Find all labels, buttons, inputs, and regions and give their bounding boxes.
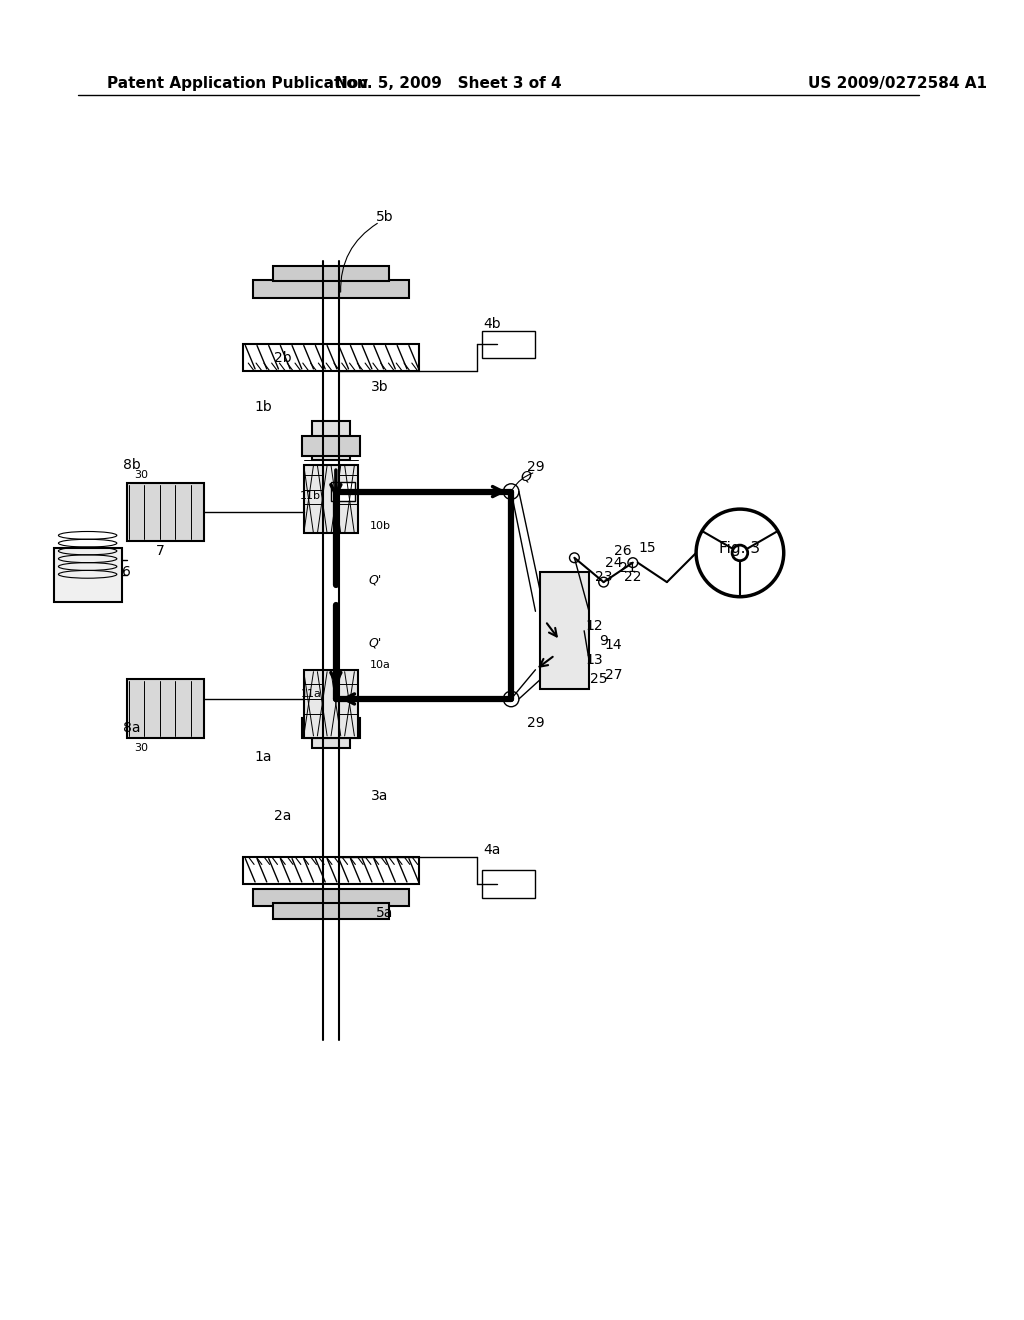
Bar bbox=[541, 573, 589, 689]
Text: 10b: 10b bbox=[370, 520, 391, 531]
Bar bbox=[127, 483, 205, 541]
Text: 3a: 3a bbox=[371, 789, 388, 804]
Bar bbox=[302, 718, 360, 738]
Text: 1b: 1b bbox=[254, 400, 271, 414]
Text: Q': Q' bbox=[369, 638, 382, 649]
Text: Patent Application Publication: Patent Application Publication bbox=[108, 77, 368, 91]
Text: 11b: 11b bbox=[300, 491, 322, 502]
Bar bbox=[244, 343, 419, 371]
Bar bbox=[272, 903, 389, 919]
Text: 8a: 8a bbox=[123, 721, 140, 735]
Text: 5b: 5b bbox=[376, 210, 393, 224]
Text: 27: 27 bbox=[604, 668, 623, 681]
Bar bbox=[53, 548, 122, 602]
Bar bbox=[304, 465, 358, 533]
Text: 21: 21 bbox=[620, 561, 637, 574]
Bar bbox=[253, 888, 409, 907]
Text: 13: 13 bbox=[585, 653, 603, 667]
Text: Fig. 3: Fig. 3 bbox=[719, 540, 761, 556]
Bar bbox=[244, 857, 419, 884]
Bar bbox=[482, 870, 536, 898]
Text: 9: 9 bbox=[599, 634, 608, 648]
Text: 11a: 11a bbox=[300, 689, 322, 700]
Bar bbox=[311, 709, 350, 747]
Text: 12: 12 bbox=[585, 619, 603, 632]
Text: 15: 15 bbox=[639, 541, 656, 554]
Bar bbox=[304, 669, 358, 738]
Text: 29: 29 bbox=[526, 717, 545, 730]
Text: US 2009/0272584 A1: US 2009/0272584 A1 bbox=[808, 77, 987, 91]
Text: 4a: 4a bbox=[483, 843, 501, 857]
Text: 24: 24 bbox=[604, 556, 623, 570]
Bar bbox=[482, 331, 536, 358]
Text: 4b: 4b bbox=[483, 317, 501, 331]
Text: 7: 7 bbox=[157, 544, 165, 558]
Text: 22: 22 bbox=[624, 570, 642, 585]
Circle shape bbox=[732, 545, 748, 561]
Bar bbox=[253, 280, 409, 298]
Circle shape bbox=[504, 484, 519, 499]
Text: 29: 29 bbox=[526, 461, 545, 474]
Circle shape bbox=[569, 553, 580, 562]
Text: 5a: 5a bbox=[376, 906, 393, 920]
Text: 6: 6 bbox=[122, 565, 131, 579]
Text: Q': Q' bbox=[369, 574, 382, 586]
Circle shape bbox=[504, 692, 519, 706]
Bar bbox=[127, 680, 205, 738]
Bar bbox=[302, 436, 360, 455]
Text: 2b: 2b bbox=[273, 351, 291, 366]
Text: Q: Q bbox=[520, 470, 531, 484]
Text: 14: 14 bbox=[604, 639, 623, 652]
Text: 10a: 10a bbox=[370, 660, 391, 669]
Circle shape bbox=[599, 577, 608, 587]
Text: 8b: 8b bbox=[123, 458, 140, 473]
Text: 25: 25 bbox=[590, 672, 607, 686]
Text: 2a: 2a bbox=[273, 809, 291, 822]
Circle shape bbox=[628, 558, 638, 568]
Text: 30: 30 bbox=[134, 470, 148, 480]
Text: Nov. 5, 2009   Sheet 3 of 4: Nov. 5, 2009 Sheet 3 of 4 bbox=[335, 77, 561, 91]
Text: 30: 30 bbox=[134, 743, 148, 752]
Text: 3b: 3b bbox=[371, 380, 388, 395]
Text: 26: 26 bbox=[614, 544, 632, 558]
Text: 1a: 1a bbox=[254, 750, 271, 764]
Text: 23: 23 bbox=[595, 570, 612, 585]
Bar bbox=[272, 265, 389, 281]
Bar bbox=[311, 421, 350, 461]
Bar bbox=[331, 482, 355, 502]
